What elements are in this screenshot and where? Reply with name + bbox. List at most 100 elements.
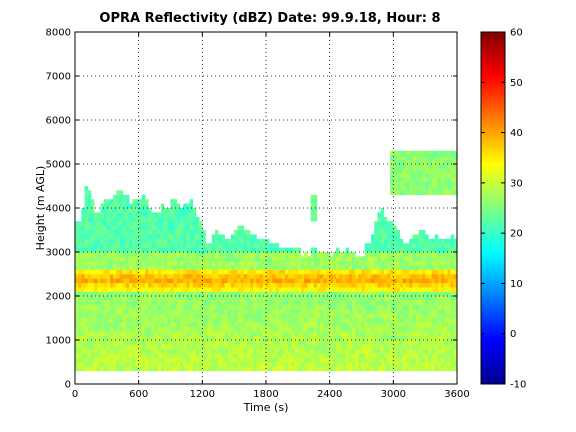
heatmap-cell — [224, 340, 229, 345]
heatmap-cell — [364, 300, 369, 306]
heatmap-cell — [262, 357, 267, 363]
heatmap-cell — [164, 366, 168, 372]
heatmap-cell — [374, 269, 378, 275]
heatmap-cell — [106, 199, 111, 204]
heatmap-cell — [409, 247, 413, 253]
heatmap-cell — [129, 216, 133, 222]
heatmap-cell — [355, 296, 359, 301]
heatmap-cell — [447, 362, 451, 367]
heatmap-cell — [421, 172, 426, 178]
heatmap-cell — [90, 278, 95, 284]
heatmap-cell — [122, 291, 127, 297]
heatmap-cell — [129, 304, 133, 310]
heatmap-cell — [106, 274, 111, 279]
heatmap-cell — [358, 296, 362, 301]
heatmap-cell — [390, 326, 394, 332]
heatmap-cell — [294, 362, 299, 367]
heatmap-cell — [329, 265, 334, 270]
heatmap-cell — [246, 366, 251, 372]
heatmap-cell — [176, 243, 181, 248]
heatmap-cell — [160, 225, 165, 231]
heatmap-cell — [75, 348, 79, 354]
heatmap-cell — [195, 238, 200, 244]
heatmap-cell — [208, 296, 213, 301]
heatmap-cell — [84, 344, 89, 350]
heatmap-cell — [421, 159, 426, 165]
heatmap-cell — [195, 225, 200, 231]
heatmap-cell — [409, 150, 413, 156]
heatmap-cell — [390, 274, 394, 279]
heatmap-cell — [297, 304, 302, 310]
heatmap-cell — [329, 287, 334, 292]
heatmap-cell — [447, 164, 451, 169]
heatmap-cell — [412, 335, 416, 341]
heatmap-cell — [176, 366, 181, 372]
heatmap-cell — [94, 287, 98, 292]
heatmap-cell — [195, 221, 200, 226]
heatmap-cell — [409, 291, 413, 297]
heatmap-cell — [406, 164, 410, 169]
heatmap-cell — [275, 322, 280, 328]
heatmap-cell — [437, 326, 442, 332]
heatmap-cell — [437, 313, 442, 319]
heatmap-cell — [390, 335, 394, 341]
heatmap-cell — [272, 340, 276, 345]
heatmap-cell — [81, 243, 85, 248]
heatmap-cell — [406, 168, 410, 174]
heatmap-cell — [125, 287, 130, 292]
heatmap-cell — [425, 309, 429, 314]
heatmap-cell — [393, 252, 397, 257]
heatmap-cell — [269, 296, 273, 301]
heatmap-cell — [390, 238, 394, 244]
heatmap-cell — [266, 260, 270, 266]
heatmap-cell — [307, 340, 311, 345]
heatmap-cell — [97, 322, 101, 328]
heatmap-cell — [160, 326, 165, 332]
heatmap-cell — [151, 287, 155, 292]
heatmap-cell — [367, 362, 372, 367]
heatmap-cell — [202, 230, 206, 235]
heatmap-cell — [336, 362, 340, 367]
heatmap-cell — [113, 287, 117, 292]
heatmap-cell — [234, 331, 238, 336]
heatmap-cell — [418, 230, 423, 235]
heatmap-cell — [116, 309, 120, 314]
heatmap-cell — [195, 326, 200, 332]
heatmap-cell — [90, 230, 95, 235]
heatmap-cell — [409, 172, 413, 178]
heatmap-cell — [195, 256, 200, 262]
heatmap-cell — [310, 340, 315, 345]
heatmap-cell — [135, 291, 139, 297]
heatmap-cell — [364, 296, 369, 301]
heatmap-cell — [281, 278, 286, 284]
heatmap-cell — [138, 252, 143, 257]
heatmap-cell — [84, 322, 89, 328]
heatmap-cell — [266, 287, 270, 292]
heatmap-cell — [221, 344, 225, 350]
heatmap-cell — [339, 357, 343, 363]
heatmap-cell — [269, 247, 273, 253]
heatmap-cell — [266, 348, 270, 354]
heatmap-cell — [141, 243, 146, 248]
heatmap-cell — [97, 287, 101, 292]
heatmap-cell — [75, 252, 79, 257]
heatmap-cell — [113, 340, 117, 345]
heatmap-cell — [116, 194, 120, 200]
heatmap-cell — [269, 326, 273, 332]
heatmap-cell — [157, 225, 162, 231]
heatmap-cell — [151, 318, 155, 323]
heatmap-cell — [195, 344, 200, 350]
heatmap-cell — [215, 300, 219, 306]
heatmap-cell — [167, 269, 171, 275]
heatmap-cell — [164, 260, 168, 266]
heatmap-cell — [361, 256, 365, 262]
heatmap-cell — [154, 247, 159, 253]
heatmap-cell — [110, 225, 114, 231]
heatmap-cell — [285, 282, 289, 288]
heatmap-cell — [132, 322, 136, 328]
heatmap-cell — [195, 291, 200, 297]
heatmap-cell — [110, 230, 114, 235]
heatmap-cell — [173, 203, 178, 209]
heatmap-cell — [186, 322, 190, 328]
heatmap-cell — [377, 230, 381, 235]
